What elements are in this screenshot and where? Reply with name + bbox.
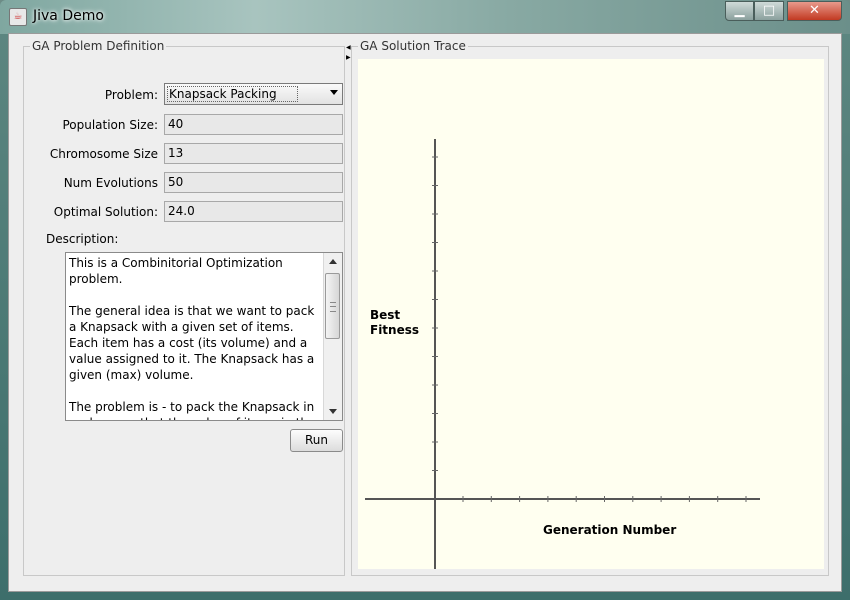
optimal-solution-field[interactable]: 24.0	[164, 201, 343, 222]
problem-label: Problem:	[104, 88, 158, 102]
title-bar[interactable]: ☕ Jiva Demo ▁ □ ✕	[0, 0, 850, 34]
y-axis-label-line2: Fitness	[370, 323, 419, 337]
expand-right-arrow-icon[interactable]: ▶	[346, 54, 351, 61]
java-app-icon[interactable]: ☕	[9, 8, 27, 26]
client-area: GA Problem Definition Problem: Knapsack …	[8, 33, 842, 592]
description-text[interactable]: This is a Combinitorial Optimization pro…	[69, 256, 315, 420]
maximize-button[interactable]: □	[754, 1, 784, 21]
description-scrollbar[interactable]	[323, 253, 342, 420]
num-evolutions-field[interactable]: 50	[164, 172, 343, 193]
chevron-down-icon[interactable]	[330, 90, 338, 95]
solution-trace-panel: GA Solution Trace Best Fitness Generatio…	[351, 39, 829, 576]
collapse-left-arrow-icon[interactable]: ◀	[346, 44, 351, 51]
optimal-solution-label: Optimal Solution:	[53, 205, 158, 219]
scrollbar-thumb[interactable]	[325, 273, 340, 339]
problem-definition-panel: GA Problem Definition Problem: Knapsack …	[23, 39, 345, 576]
window-title: Jiva Demo	[33, 8, 104, 24]
fitness-chart-area: Best Fitness Generation Number	[358, 59, 824, 569]
chromosome-size-field[interactable]: 13	[164, 143, 343, 164]
scroll-up-arrow-icon[interactable]	[329, 259, 337, 264]
run-button[interactable]: Run	[290, 429, 343, 452]
trace-panel-title: GA Solution Trace	[358, 39, 468, 53]
population-size-label: Population Size:	[62, 118, 158, 132]
y-axis-label-line1: Best	[370, 308, 400, 322]
scroll-down-arrow-icon[interactable]	[329, 409, 337, 414]
population-size-field[interactable]: 40	[164, 114, 343, 135]
description-label: Description:	[46, 232, 119, 246]
close-button[interactable]: ✕	[787, 1, 842, 21]
description-textarea[interactable]: This is a Combinitorial Optimization pro…	[65, 252, 343, 421]
problem-panel-title: GA Problem Definition	[30, 39, 167, 53]
minimize-button[interactable]: ▁	[725, 1, 754, 21]
problem-dropdown[interactable]: Knapsack Packing	[164, 83, 343, 105]
x-axis-label: Generation Number	[543, 523, 676, 537]
chromosome-size-label: Chromosome Size	[49, 147, 158, 161]
grip-icon	[330, 302, 336, 312]
problem-selected-value: Knapsack Packing	[167, 86, 298, 102]
fitness-chart: Best Fitness Generation Number	[365, 139, 760, 569]
split-pane-divider[interactable]: ◀ ▶	[345, 40, 351, 586]
num-evolutions-label: Num Evolutions	[63, 176, 158, 190]
